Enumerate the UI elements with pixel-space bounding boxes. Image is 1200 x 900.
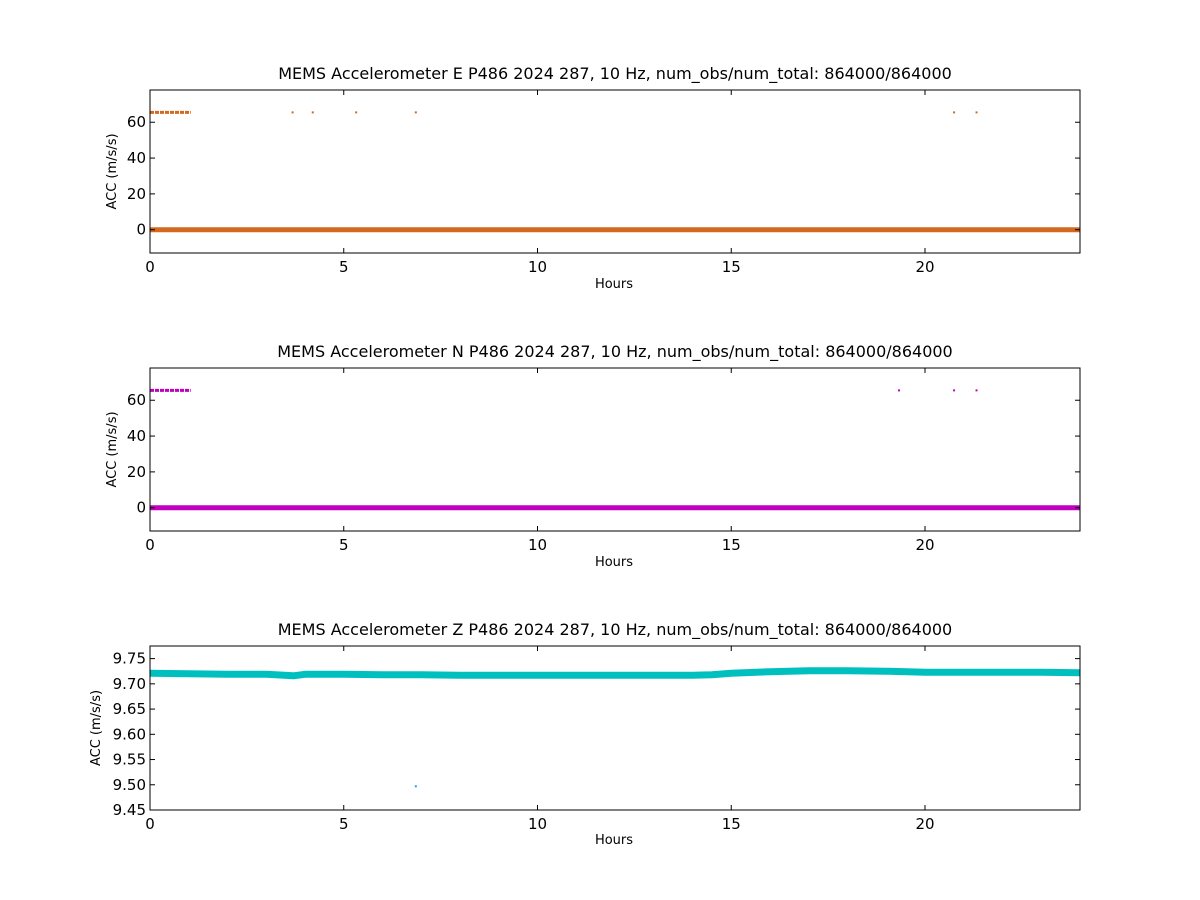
x-tick-label: 10 (528, 815, 547, 833)
chart-title: MEMS Accelerometer Z P486 2024 287, 10 H… (278, 620, 952, 640)
data-trace (149, 667, 1081, 680)
data-point (414, 785, 417, 788)
y-tick-label: 40 (127, 149, 146, 167)
chart-title: MEMS Accelerometer E P486 2024 287, 10 H… (278, 64, 952, 84)
x-tick-label: 10 (528, 258, 547, 276)
y-axis-label: ACC (m/s/s) (105, 411, 120, 487)
x-tick-label: 15 (722, 815, 741, 833)
y-tick-label: 0 (136, 499, 146, 517)
x-tick-label: 20 (915, 258, 934, 276)
data-point (975, 111, 978, 114)
chart-panel-n: MEMS Accelerometer N P486 2024 287, 10 H… (105, 342, 1081, 570)
y-tick-label: 9.45 (113, 801, 146, 819)
x-tick-label: 10 (528, 536, 547, 554)
x-tick-label: 15 (722, 536, 741, 554)
x-axis-label: Hours (595, 277, 633, 292)
y-tick-label: 9.60 (113, 725, 146, 743)
y-tick-label: 9.50 (113, 776, 146, 794)
data-point (355, 111, 358, 114)
x-tick-label: 0 (145, 536, 155, 554)
data-point (291, 111, 294, 114)
y-tick-label: 9.70 (113, 675, 146, 693)
y-tick-label: 60 (127, 391, 146, 409)
y-tick-label: 9.65 (113, 700, 146, 718)
x-tick-label: 15 (722, 258, 741, 276)
y-tick-label: 60 (127, 113, 146, 131)
y-axis-label: ACC (m/s/s) (105, 133, 120, 209)
x-tick-label: 20 (915, 536, 934, 554)
y-tick-label: 20 (127, 185, 146, 203)
y-tick-label: 20 (127, 463, 146, 481)
x-tick-label: 5 (339, 536, 349, 554)
y-tick-label: 9.75 (113, 650, 146, 668)
y-tick-label: 9.55 (113, 751, 146, 769)
chart-title: MEMS Accelerometer N P486 2024 287, 10 H… (277, 342, 952, 362)
chart-panel-z: MEMS Accelerometer Z P486 2024 287, 10 H… (89, 620, 1081, 848)
x-tick-label: 5 (339, 258, 349, 276)
y-axis-label: ACC (m/s/s) (89, 690, 104, 766)
x-axis-label: Hours (595, 833, 633, 848)
chart-panel-e: MEMS Accelerometer E P486 2024 287, 10 H… (105, 64, 1081, 292)
data-point (975, 389, 978, 392)
plot-frame (149, 367, 1081, 532)
x-tick-label: 0 (145, 258, 155, 276)
data-point (311, 111, 314, 114)
x-axis-label: Hours (595, 555, 633, 570)
y-tick-label: 0 (136, 221, 146, 239)
plot-frame (149, 645, 1081, 811)
plot-frame (149, 89, 1081, 254)
y-tick-label: 40 (127, 427, 146, 445)
data-point (953, 389, 956, 392)
data-point (953, 111, 956, 114)
data-point (898, 389, 901, 392)
x-tick-label: 5 (339, 815, 349, 833)
x-tick-label: 20 (915, 815, 934, 833)
x-tick-label: 0 (145, 815, 155, 833)
data-point (414, 111, 417, 114)
